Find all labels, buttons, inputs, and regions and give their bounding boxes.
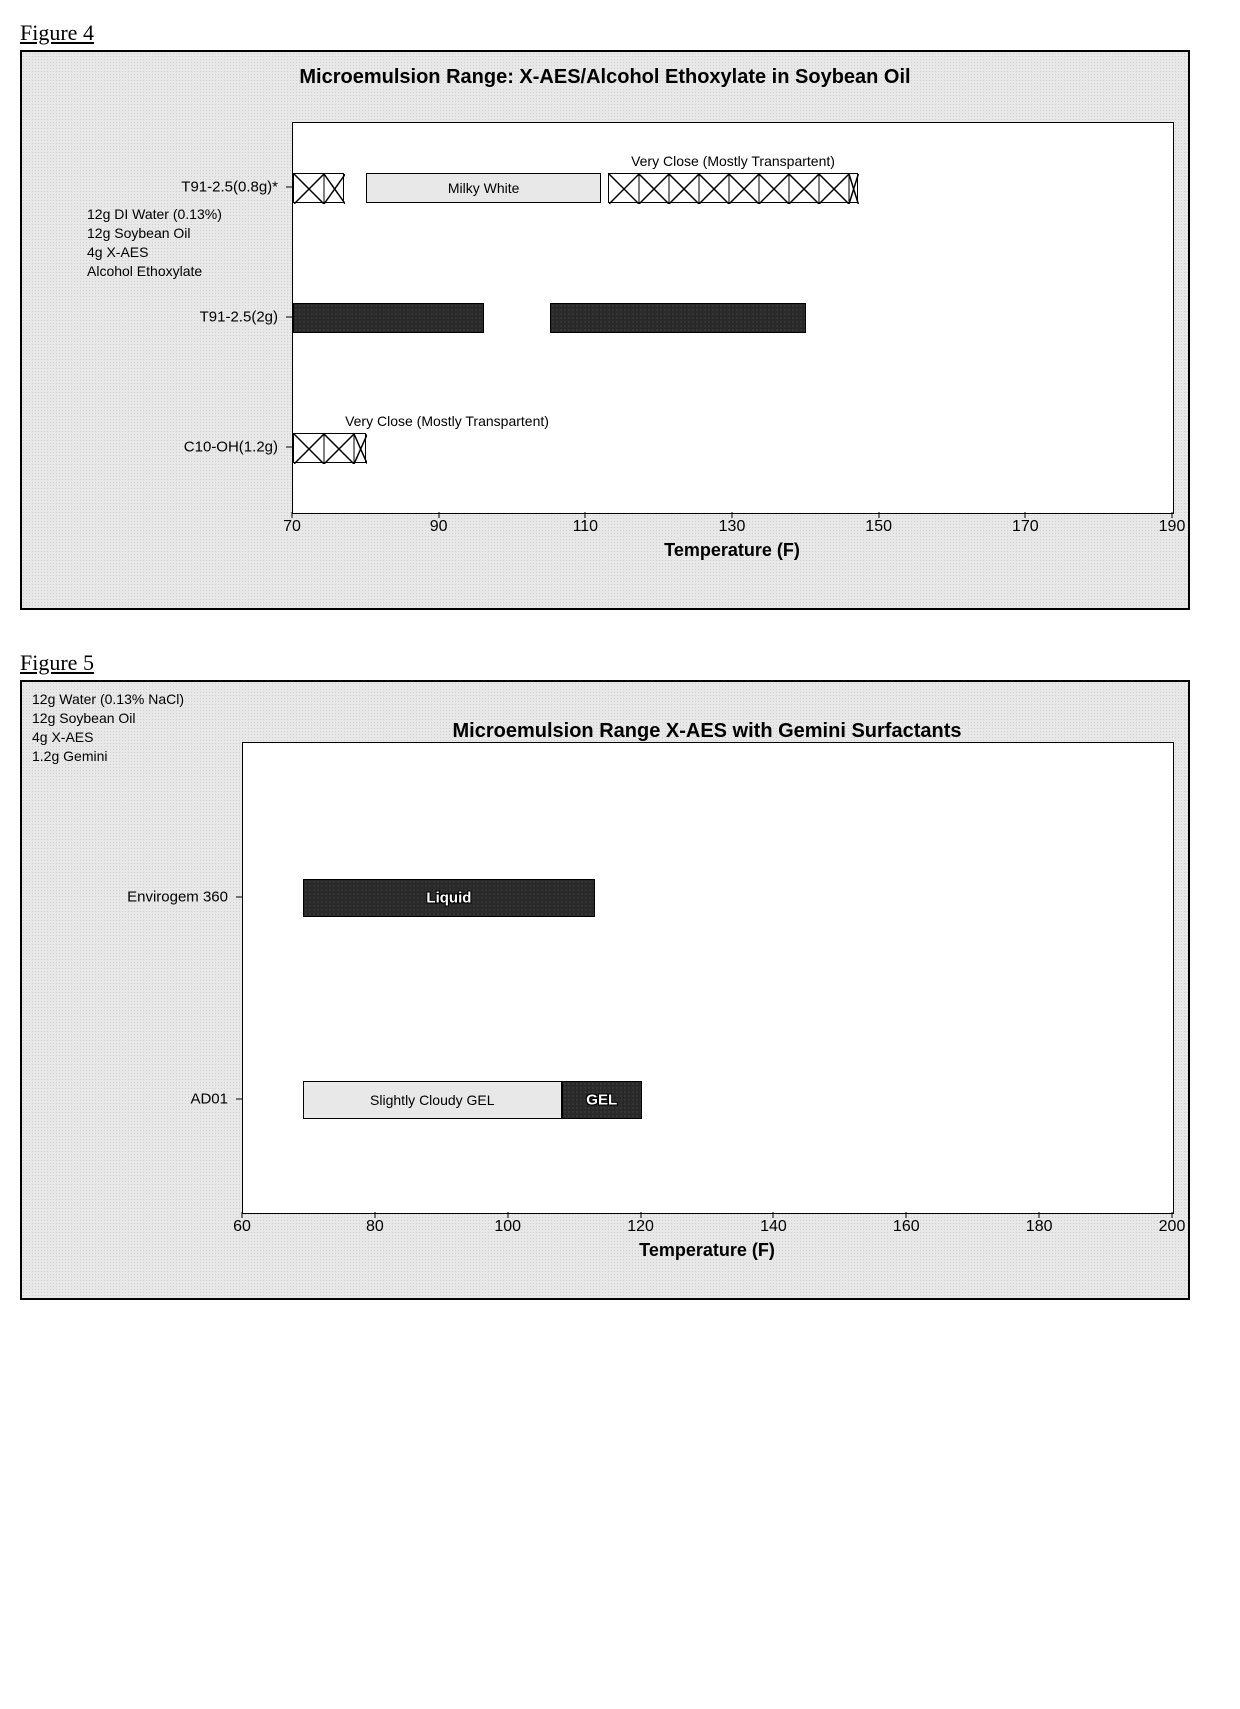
x-tick-label: 190 bbox=[1159, 518, 1186, 536]
composition-line: 4g X-AES bbox=[32, 728, 184, 747]
x-axis-label: Temperature (F) bbox=[639, 1240, 775, 1261]
x-tick-label: 160 bbox=[893, 1218, 920, 1236]
figure-1: Figure 4 Microemulsion Range: X-AES/Alcoh… bbox=[20, 20, 1220, 610]
x-tick-label: 130 bbox=[719, 518, 746, 536]
x-tick-label: 180 bbox=[1026, 1218, 1053, 1236]
y-category-label: Envirogem 360 bbox=[127, 889, 228, 906]
y-tick-mark bbox=[236, 897, 242, 898]
plot-area: Liquid Slightly Cloudy GEL GEL bbox=[242, 742, 1174, 1214]
bar-label: Slightly Cloudy GEL bbox=[370, 1092, 495, 1108]
composition-line: 4g X-AES bbox=[87, 243, 222, 262]
composition-line: 1.2g Gemini bbox=[32, 747, 184, 766]
figure-caption: Figure 4 bbox=[20, 20, 1220, 46]
bar-segment bbox=[293, 433, 366, 463]
y-tick-mark bbox=[286, 317, 292, 318]
y-tick-mark bbox=[286, 187, 292, 188]
bar-annotation: Very Close (Mostly Transpartent) bbox=[631, 153, 835, 169]
x-tick-label: 100 bbox=[494, 1218, 521, 1236]
bar-segment bbox=[293, 173, 344, 203]
composition-label: 12g Water (0.13% NaCl)12g Soybean Oil4g … bbox=[32, 690, 184, 766]
chart-title: Microemulsion Range X-AES with Gemini Su… bbox=[242, 706, 1172, 743]
x-tick-label: 90 bbox=[430, 518, 448, 536]
composition-line: 12g Soybean Oil bbox=[32, 709, 184, 728]
x-tick-label: 70 bbox=[283, 518, 301, 536]
y-category-label: AD01 bbox=[190, 1091, 228, 1108]
x-tick-label: 140 bbox=[760, 1218, 787, 1236]
x-tick-label: 150 bbox=[865, 518, 892, 536]
x-tick-label: 200 bbox=[1159, 1218, 1186, 1236]
y-tick-mark bbox=[286, 446, 292, 447]
bar-segment bbox=[550, 303, 807, 333]
composition-line: Alcohol Ethoxylate bbox=[87, 262, 222, 281]
bar-segment bbox=[293, 303, 484, 333]
bar-label: Liquid bbox=[426, 890, 471, 907]
x-axis-label: Temperature (F) bbox=[664, 540, 800, 561]
y-category-label: T91-2.5(0.8g)* bbox=[181, 179, 278, 196]
x-tick-label: 110 bbox=[573, 518, 599, 536]
composition-line: 12g DI Water (0.13%) bbox=[87, 205, 222, 224]
figure-2: Figure 5 12g Water (0.13% NaCl)12g Soybea… bbox=[20, 650, 1220, 1300]
chart-outer: 12g Water (0.13% NaCl)12g Soybean Oil4g … bbox=[20, 680, 1190, 1300]
y-category-label: T91-2.5(2g) bbox=[200, 309, 278, 326]
y-tick-mark bbox=[236, 1099, 242, 1100]
bar-annotation: Very Close (Mostly Transpartent) bbox=[345, 413, 549, 429]
composition-line: 12g Soybean Oil bbox=[87, 224, 222, 243]
composition-label: 12g DI Water (0.13%)12g Soybean Oil4g X-… bbox=[87, 205, 222, 281]
x-tick-label: 80 bbox=[366, 1218, 384, 1236]
bar-label: Milky White bbox=[448, 180, 520, 196]
chart-outer: Microemulsion Range: X-AES/Alcohol Ethox… bbox=[20, 50, 1190, 610]
chart-title: Microemulsion Range: X-AES/Alcohol Ethox… bbox=[22, 52, 1188, 89]
bar-label: GEL bbox=[586, 1092, 617, 1109]
x-tick-label: 170 bbox=[1012, 518, 1039, 536]
y-category-label: C10-OH(1.2g) bbox=[184, 438, 278, 455]
x-tick-label: 60 bbox=[233, 1218, 251, 1236]
plot-area: Milky White Very Close (Mostly Transparte… bbox=[292, 122, 1174, 514]
x-tick-label: 120 bbox=[627, 1218, 654, 1236]
figure-caption: Figure 5 bbox=[20, 650, 1220, 676]
bar-segment bbox=[608, 173, 857, 203]
composition-line: 12g Water (0.13% NaCl) bbox=[32, 690, 184, 709]
